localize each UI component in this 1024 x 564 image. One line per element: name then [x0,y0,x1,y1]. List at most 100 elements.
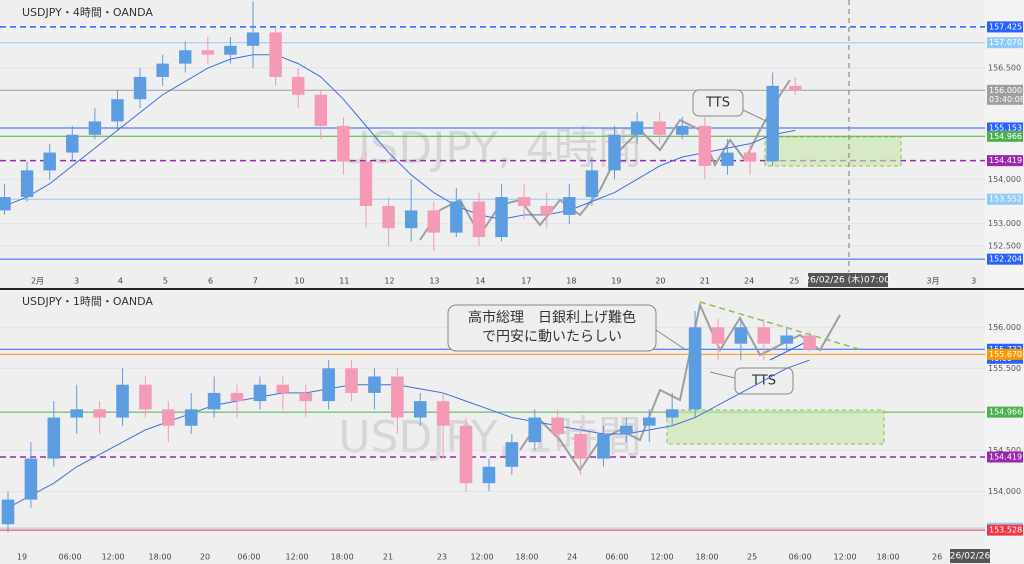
x-tick-label: 6 [208,277,213,286]
candle-body [540,205,553,215]
candle-body [757,327,771,344]
candle-body [528,417,542,443]
candle-body [133,76,147,100]
price-label: 154.966 [989,408,1022,417]
candle-body [482,466,496,484]
x-tick-label: 18 [566,277,576,286]
candle-body [224,45,237,55]
x-tick-label: 18:00 [695,553,718,562]
x-tick-label: 12 [384,277,394,286]
x-tick-label: 3 [971,277,976,286]
candle-body [620,425,633,434]
candle-body [276,384,290,393]
price-label: 155.153 [989,123,1022,132]
x-tick-label: 12:00 [286,553,309,562]
y-tick-label: 153.000 [988,219,1021,228]
x-tick-label: 18:00 [331,553,354,562]
candle-body [93,409,106,418]
candle-body [179,50,192,64]
y-tick-label: 156.500 [988,64,1021,73]
candle-body [585,170,599,198]
price-label-box [987,406,1023,418]
candle-body [780,335,793,344]
price-label-box [987,451,1023,463]
trend-line [699,301,863,351]
price-label-box [987,193,1023,205]
candle-body [676,125,689,135]
x-tick-label: 21 [700,277,710,286]
x-tick-label: 06:00 [237,553,260,562]
x-tick-label: 3 [74,277,79,286]
candle-body [1,499,15,525]
x-tick-label: 21 [383,553,393,562]
price-label: 152.204 [989,255,1022,264]
moving-average [7,359,810,509]
candle-body [734,327,748,344]
candle-body [459,425,473,484]
candle-body [88,121,102,135]
candle-body [47,417,61,459]
candle-body [299,392,313,402]
symbol-header: USDJPY・4時間・OANDA [22,6,153,19]
candle-body [314,94,328,126]
callout-pointer [742,109,769,123]
x-tick-label: 12:00 [651,553,674,562]
x-tick-label: 24 [744,277,754,286]
candle-body [139,384,152,410]
candle-body [743,152,757,162]
candle-body [404,210,418,229]
candle-body [337,125,350,162]
x-tick-label: 19 [17,553,27,562]
price-label: 153.552 [989,195,1022,204]
y-tick-label: 156.000 [988,323,1021,332]
candle-body [472,201,486,238]
price-label-box [987,348,1023,360]
x-tick-label: 10 [294,277,304,286]
candle-body [653,121,666,135]
callout-box [447,304,657,352]
y-tick-label: 155.500 [988,364,1021,373]
candle-body [230,392,244,402]
callout-pointer [709,371,736,379]
price-label-box [987,21,1023,33]
x-tick-label: 14 [475,277,485,286]
candle-body [0,197,11,211]
x-tick-label: 23 [437,553,447,562]
x-tick-label: 18:00 [515,553,538,562]
zone [764,136,902,167]
crosshair-time: 07:00 [864,276,890,286]
callout-box [692,89,744,117]
y-tick-label: 154.500 [988,446,1021,455]
candle-body [450,201,463,233]
x-tick-label: 12:00 [834,553,857,562]
x-tick-label: 25 [789,277,799,286]
x-tick-label: 12:00 [102,553,125,562]
price-label-box [987,122,1023,134]
candle-body [436,401,450,426]
candle-body [427,210,440,233]
price-countdown: 03:40:08 [989,95,1024,104]
x-tick-label: 4 [118,277,123,286]
candle-body [711,327,725,344]
candle-body [162,409,175,426]
price-label-box [987,253,1023,265]
price-label: 153.528 [989,526,1022,535]
x-tick-label: 24 [567,553,577,562]
candle-body [608,134,621,171]
x-tick-label: 2月 [31,277,44,286]
candle-body [665,409,679,418]
moving-average [4,54,796,220]
x-tick-label: 12:00 [471,553,494,562]
candle-body [563,197,576,215]
candle-body [517,197,531,206]
candle-body [322,368,335,402]
y-tick-label: 154.000 [988,175,1021,184]
price-label-box [987,84,1023,105]
callout-text: 高市総理 日銀利上げ難色 [468,309,636,326]
candle-body [291,76,305,95]
candle-body [359,161,373,206]
price-label-box [987,37,1023,49]
x-tick-label: 26 [932,553,942,562]
x-tick-label: 25 [747,553,757,562]
candle-body [642,417,656,426]
